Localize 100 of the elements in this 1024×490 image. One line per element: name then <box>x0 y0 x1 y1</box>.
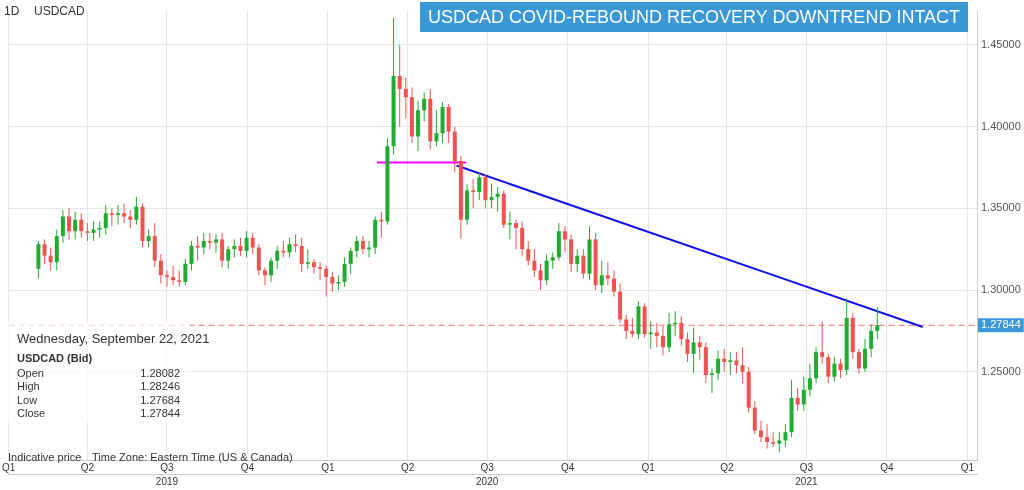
annotation: Time Zone: Eastern Time (US & Canada) <box>92 451 293 463</box>
x-tick-label: Q2 <box>720 461 734 473</box>
candlestick <box>777 431 782 453</box>
candlestick <box>709 367 714 394</box>
y-tick-label: 1.30000 <box>981 283 1021 296</box>
candlestick <box>526 240 531 267</box>
candlestick <box>287 237 292 258</box>
candlestick <box>201 232 206 255</box>
x2-tick-label: 2019 <box>155 475 179 487</box>
candlestick <box>471 178 476 209</box>
candlestick <box>801 376 806 412</box>
candlestick <box>783 423 788 448</box>
candlestick <box>758 420 763 443</box>
annotation: Open <box>17 367 44 379</box>
annotation: 1.28246 <box>140 380 180 392</box>
candlestick <box>226 245 231 270</box>
candlestick <box>256 243 261 276</box>
candlestick <box>122 202 127 224</box>
candlestick <box>342 256 347 288</box>
candlestick <box>697 335 702 361</box>
candlestick <box>856 348 861 374</box>
candlestick <box>269 256 274 283</box>
candlestick <box>605 261 610 286</box>
candlestick <box>489 183 494 209</box>
annotation: 1.28082 <box>140 367 180 379</box>
candlestick <box>863 338 868 373</box>
candlestick <box>679 315 684 347</box>
candlestick <box>765 423 770 450</box>
candlestick <box>807 363 812 397</box>
candlestick <box>360 235 365 255</box>
candlestick <box>520 220 525 257</box>
candlestick <box>660 325 665 356</box>
candlestick <box>60 209 65 244</box>
candlestick <box>195 235 200 262</box>
candlestick <box>514 219 519 250</box>
candlestick <box>324 265 329 298</box>
x-tick-label: Q4 <box>240 461 255 473</box>
candlestick <box>532 248 537 278</box>
x-tick-label: Q1 <box>641 461 656 473</box>
x-tick-label: Q2 <box>80 461 95 473</box>
x-tick-label: Q3 <box>799 461 814 473</box>
candlestick <box>213 233 218 253</box>
candlestick <box>477 171 482 201</box>
candlestick <box>611 269 616 298</box>
candlestick <box>348 247 353 275</box>
x2-tick-label: 2021 <box>795 475 818 487</box>
candlestick <box>403 77 408 119</box>
candlestick <box>422 91 427 123</box>
candlestick <box>869 323 874 358</box>
x-tick-label: Q3 <box>160 461 175 473</box>
candlestick <box>183 258 188 286</box>
candlestick <box>599 260 604 294</box>
candlestick <box>103 204 108 235</box>
candlestick <box>752 400 757 435</box>
candlestick <box>305 248 310 270</box>
candlestick <box>624 314 629 340</box>
candlestick <box>244 230 249 258</box>
candlestick <box>299 237 304 273</box>
candlestick <box>97 220 102 239</box>
candlestick <box>91 220 96 242</box>
candlestick <box>544 253 549 286</box>
candlestick <box>134 196 139 226</box>
annotation: 1.27684 <box>140 394 180 406</box>
x-tick-label: Q4 <box>560 461 575 473</box>
annotation: USDCAD (Bid) <box>17 352 93 364</box>
candlestick <box>691 327 696 374</box>
x-tick-label: Q2 <box>400 461 415 473</box>
candlestick <box>654 322 659 348</box>
chart-title: USDCAD COVID-REBOUND RECOVERY DOWNTREND INTACT <box>420 2 969 32</box>
candlestick <box>79 212 84 239</box>
annotation: Close <box>17 407 46 419</box>
x-tick-label: Q1 <box>2 461 16 473</box>
y-tick-label: 1.40000 <box>981 119 1021 132</box>
candlestick <box>311 258 316 275</box>
candlestick <box>220 232 225 268</box>
x-tick-label: Q3 <box>480 461 495 473</box>
ref-line-label: 1.27844 <box>981 318 1021 331</box>
candlestick <box>434 109 439 147</box>
candlestick <box>397 44 402 128</box>
candlestick <box>581 248 586 280</box>
candlestick <box>722 348 727 373</box>
candlestick <box>734 351 739 374</box>
annotation: Indicative price <box>8 451 82 463</box>
candlestick <box>716 350 721 381</box>
annotation: Low <box>17 394 38 406</box>
candlestick <box>832 356 837 383</box>
candlestick <box>483 173 488 209</box>
candlestick <box>795 387 800 412</box>
candlestick <box>67 207 72 240</box>
candlestick <box>189 240 194 271</box>
annotation: Wednesday, September 22, 2021 <box>17 331 210 346</box>
candlestick <box>495 186 500 213</box>
candlestick <box>275 245 280 270</box>
candlestick <box>685 332 690 363</box>
candlestick <box>171 265 176 286</box>
y-tick-label: 1.25000 <box>981 364 1021 377</box>
candlestick <box>740 346 745 384</box>
candlestick <box>630 317 635 338</box>
x2-tick-label: 2020 <box>476 475 499 487</box>
candlestick <box>330 271 335 293</box>
